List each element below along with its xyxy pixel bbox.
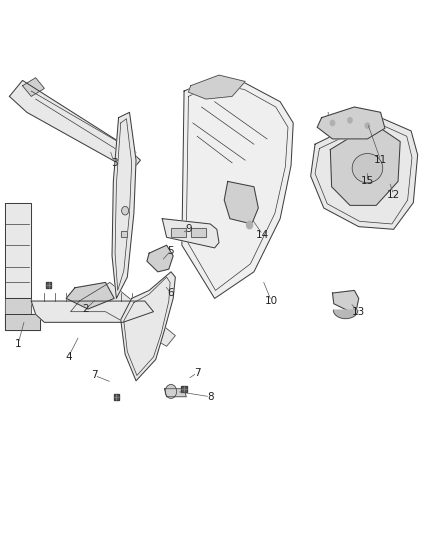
- Polygon shape: [71, 282, 175, 346]
- Text: 4: 4: [65, 352, 72, 362]
- Polygon shape: [5, 314, 40, 330]
- Polygon shape: [164, 389, 186, 397]
- Polygon shape: [224, 181, 258, 224]
- Bar: [191, 228, 206, 237]
- Bar: [121, 231, 127, 237]
- Bar: [121, 231, 127, 237]
- Text: 14: 14: [256, 230, 269, 240]
- Polygon shape: [66, 282, 114, 309]
- Text: 6: 6: [168, 288, 174, 298]
- Bar: [171, 228, 186, 237]
- Polygon shape: [31, 301, 153, 322]
- Text: 12: 12: [387, 190, 400, 200]
- Circle shape: [168, 387, 174, 395]
- Text: 2: 2: [82, 304, 89, 314]
- Text: 3: 3: [111, 158, 117, 168]
- Bar: [114, 393, 119, 400]
- Text: 1: 1: [15, 338, 21, 349]
- Ellipse shape: [352, 154, 383, 183]
- Circle shape: [122, 206, 129, 215]
- Bar: [46, 282, 51, 288]
- Polygon shape: [182, 78, 293, 298]
- Polygon shape: [332, 290, 359, 312]
- Bar: [181, 385, 187, 392]
- Polygon shape: [333, 310, 358, 319]
- Circle shape: [165, 384, 177, 398]
- Polygon shape: [5, 203, 31, 298]
- Circle shape: [330, 120, 335, 126]
- Polygon shape: [188, 75, 245, 99]
- Polygon shape: [311, 118, 418, 229]
- Text: 10: 10: [265, 296, 278, 306]
- Polygon shape: [330, 128, 400, 205]
- Text: 8: 8: [207, 392, 214, 402]
- Polygon shape: [22, 78, 44, 96]
- Bar: [171, 228, 186, 237]
- Bar: [114, 393, 119, 400]
- Text: 7: 7: [91, 370, 98, 381]
- Polygon shape: [162, 219, 219, 248]
- Bar: [191, 228, 206, 237]
- Text: 9: 9: [185, 224, 192, 235]
- Text: 15: 15: [361, 176, 374, 187]
- Polygon shape: [112, 112, 136, 298]
- Text: 13: 13: [352, 306, 365, 317]
- Text: 11: 11: [374, 155, 387, 165]
- Text: 7: 7: [194, 368, 201, 378]
- Polygon shape: [317, 107, 385, 139]
- Polygon shape: [5, 298, 31, 314]
- Polygon shape: [121, 272, 175, 381]
- Circle shape: [247, 221, 253, 229]
- Text: 5: 5: [168, 246, 174, 255]
- Circle shape: [365, 123, 370, 128]
- Bar: [46, 282, 51, 288]
- Polygon shape: [147, 245, 173, 272]
- Bar: [181, 385, 187, 392]
- Polygon shape: [10, 80, 141, 171]
- Circle shape: [348, 118, 352, 123]
